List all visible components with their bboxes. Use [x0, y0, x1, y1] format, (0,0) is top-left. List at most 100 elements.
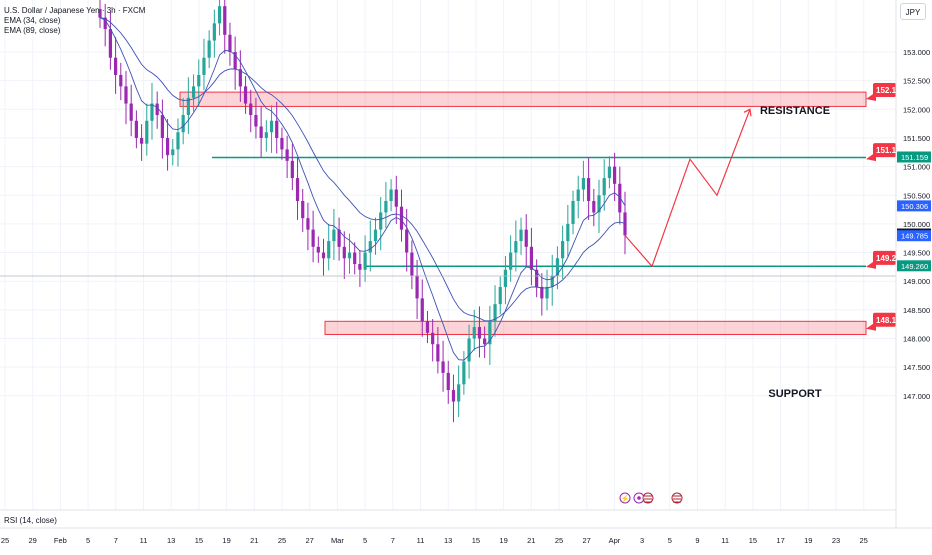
price-tag: [897, 151, 931, 163]
ema-lines: [99, 17, 626, 361]
x-tick-label: Mar: [331, 536, 344, 545]
callout-badge: [873, 250, 896, 265]
ema-34-legend[interactable]: EMA (34, close): [4, 16, 61, 25]
candle-body: [425, 321, 430, 333]
candle-body: [223, 6, 227, 35]
candle-body: [337, 229, 341, 247]
candle-body: [98, 9, 102, 18]
y-tick-label: 152.500: [903, 77, 930, 86]
candle-body: [514, 241, 518, 253]
x-tick-label: 9: [695, 536, 699, 545]
candle-body: [295, 178, 300, 201]
candle-body: [488, 321, 492, 345]
candle-body: [171, 149, 175, 156]
x-tick-label: 7: [114, 536, 118, 545]
y-tick-label: 148.000: [903, 335, 930, 344]
candle-body: [446, 372, 450, 391]
lightning-icon[interactable]: [619, 492, 631, 504]
candle-body: [368, 241, 372, 253]
support-label: SUPPORT: [768, 388, 821, 400]
candle-body: [103, 17, 107, 30]
candle-body: [399, 206, 404, 230]
y-tick-label: 151.500: [903, 134, 930, 143]
candle-body: [191, 86, 196, 98]
y-tick-label: 153.000: [903, 48, 930, 57]
dividend-dot: [637, 496, 641, 500]
resistance-label: RESISTANCE: [760, 105, 830, 117]
projection-line: [624, 109, 751, 268]
y-tick-label: 150.000: [903, 220, 930, 229]
candle-body: [358, 264, 362, 270]
event-icons[interactable]: ⚡: [619, 492, 683, 504]
price-tag-label: 151.159: [901, 153, 928, 162]
candle-body: [228, 34, 232, 52]
callouts: 152.18 151.13 149.25 148.17: [866, 82, 901, 331]
ema-34-line: [99, 17, 626, 361]
candle-body: [342, 246, 346, 259]
symbol-title[interactable]: U.S. Dollar / Japanese Yen · 3h · FXCM: [4, 6, 146, 15]
candle-body: [363, 252, 367, 270]
x-tick-label: 5: [363, 536, 367, 545]
candle-body: [145, 120, 149, 144]
candle-body: [384, 200, 388, 213]
x-tick-label: 7: [391, 536, 395, 545]
chart-legend[interactable]: U.S. Dollar / Japanese Yen · 3h · FXCM E…: [4, 6, 145, 36]
x-tick-label: 23: [832, 536, 840, 545]
projection-arrowhead: [743, 108, 752, 117]
candle-body: [332, 229, 336, 242]
candle-body: [238, 69, 242, 87]
callout-label: 152.18: [876, 86, 901, 95]
x-tick-label: 19: [804, 536, 812, 545]
candle-body: [483, 338, 487, 345]
candle-body: [472, 327, 476, 339]
price-axis[interactable]: [896, 0, 932, 550]
x-tick-label: 27: [306, 536, 314, 545]
price-tag: [897, 200, 931, 212]
candle-body: [301, 200, 305, 219]
currency-button[interactable]: JPY: [900, 3, 926, 20]
x-tick-label: 15: [749, 536, 757, 545]
candle-body: [623, 212, 627, 236]
candle-body: [155, 103, 159, 116]
ema-89-legend[interactable]: EMA (89, close): [4, 26, 61, 35]
candle-body: [451, 390, 456, 402]
candle-body: [165, 137, 170, 156]
candle-body: [618, 183, 622, 213]
y-tick-label: 152.000: [903, 105, 930, 114]
x-tick-label: Apr: [609, 536, 621, 545]
levels: [212, 156, 866, 268]
x-tick-label: 15: [195, 536, 203, 545]
candle-body: [243, 86, 248, 104]
candle-body: [503, 269, 508, 287]
candle-body: [249, 103, 253, 116]
candle-body: [321, 252, 326, 259]
candle-body: [275, 120, 279, 138]
candle-body: [181, 115, 185, 133]
candle-body: [139, 137, 144, 144]
y-ticks: 153.000 152.500 152.000 151.500 151.000 150.5…: [903, 48, 930, 401]
candle-body: [415, 275, 419, 299]
x-tick-label: 11: [417, 536, 425, 545]
candles: [98, 0, 627, 423]
candle-body: [576, 189, 580, 201]
x-ticks: 25 29 Feb 5 7 11 13 15 19 21 25 27 Mar 5 7 11 13 15 19 21 25…: [1, 536, 868, 545]
price-tag-label: 149.260: [901, 262, 928, 271]
candle-body: [540, 286, 544, 299]
candle-body: [597, 195, 601, 213]
candle-body: [555, 258, 560, 276]
candle-body: [379, 212, 383, 230]
price-tag: [897, 230, 931, 242]
rsi-legend[interactable]: RSI (14, close): [4, 516, 57, 525]
callout-badge: [873, 143, 896, 158]
candle-body: [441, 361, 445, 373]
candle-body: [462, 361, 466, 385]
y-tick-label: 148.500: [903, 306, 930, 315]
candle-body: [405, 229, 409, 253]
x-tick-label: 15: [472, 536, 480, 545]
candle-body: [535, 269, 539, 287]
x-tick-label: Feb: [54, 536, 67, 545]
candle-body: [264, 132, 268, 138]
candle-body: [581, 178, 586, 190]
